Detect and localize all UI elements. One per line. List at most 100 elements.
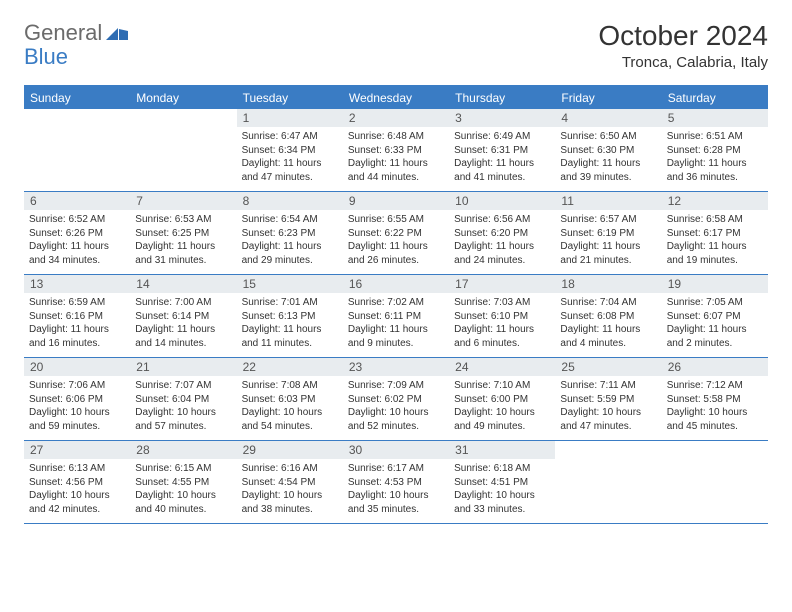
day-info: Sunrise: 6:52 AMSunset: 6:26 PMDaylight:… (24, 210, 130, 270)
day-info-line: and 44 minutes. (348, 171, 444, 185)
day-info: Sunrise: 7:06 AMSunset: 6:06 PMDaylight:… (24, 376, 130, 436)
day-info: Sunrise: 7:07 AMSunset: 6:04 PMDaylight:… (130, 376, 236, 436)
day-info-line: Daylight: 11 hours (29, 240, 125, 254)
day-info-line: Sunrise: 6:48 AM (348, 130, 444, 144)
day-info-line: and 16 minutes. (29, 337, 125, 351)
day-info: Sunrise: 6:16 AMSunset: 4:54 PMDaylight:… (237, 459, 343, 519)
day-info-line: Sunrise: 7:09 AM (348, 379, 444, 393)
day-info-line: Daylight: 10 hours (348, 489, 444, 503)
day-info-line: and 4 minutes. (560, 337, 656, 351)
day-info-line: Sunset: 4:54 PM (242, 476, 338, 490)
day-info-line: and 36 minutes. (667, 171, 763, 185)
day-info: Sunrise: 6:58 AMSunset: 6:17 PMDaylight:… (662, 210, 768, 270)
day-info-line: Daylight: 11 hours (667, 323, 763, 337)
week-row: 6Sunrise: 6:52 AMSunset: 6:26 PMDaylight… (24, 192, 768, 275)
day-info-line: and 35 minutes. (348, 503, 444, 517)
day-cell: 30Sunrise: 6:17 AMSunset: 4:53 PMDayligh… (343, 441, 449, 523)
day-info-line: Daylight: 11 hours (135, 240, 231, 254)
day-info-line: Sunrise: 6:49 AM (454, 130, 550, 144)
day-info: Sunrise: 6:57 AMSunset: 6:19 PMDaylight:… (555, 210, 661, 270)
day-info-line: Daylight: 10 hours (135, 489, 231, 503)
day-info: Sunrise: 7:05 AMSunset: 6:07 PMDaylight:… (662, 293, 768, 353)
day-number: 12 (662, 192, 768, 210)
day-info: Sunrise: 6:51 AMSunset: 6:28 PMDaylight:… (662, 127, 768, 187)
day-info-line: Sunrise: 6:17 AM (348, 462, 444, 476)
day-info-line: Sunrise: 6:57 AM (560, 213, 656, 227)
day-info-line: Sunrise: 6:18 AM (454, 462, 550, 476)
day-info-line: Daylight: 11 hours (242, 240, 338, 254)
day-info-line: Daylight: 11 hours (348, 157, 444, 171)
day-info: Sunrise: 7:08 AMSunset: 6:03 PMDaylight:… (237, 376, 343, 436)
day-number: 13 (24, 275, 130, 293)
day-number: 22 (237, 358, 343, 376)
day-info: Sunrise: 7:12 AMSunset: 5:58 PMDaylight:… (662, 376, 768, 436)
day-header: Monday (130, 87, 236, 109)
day-cell: 11Sunrise: 6:57 AMSunset: 6:19 PMDayligh… (555, 192, 661, 274)
day-info: Sunrise: 6:15 AMSunset: 4:55 PMDaylight:… (130, 459, 236, 519)
day-info-line: Daylight: 11 hours (667, 157, 763, 171)
day-info-line: Sunrise: 6:13 AM (29, 462, 125, 476)
day-number: 18 (555, 275, 661, 293)
day-info-line: Sunrise: 7:04 AM (560, 296, 656, 310)
day-number: 14 (130, 275, 236, 293)
day-info-line: Sunset: 6:20 PM (454, 227, 550, 241)
day-info-line: and 19 minutes. (667, 254, 763, 268)
day-info-line: Sunrise: 7:03 AM (454, 296, 550, 310)
day-info: Sunrise: 6:13 AMSunset: 4:56 PMDaylight:… (24, 459, 130, 519)
day-cell: 8Sunrise: 6:54 AMSunset: 6:23 PMDaylight… (237, 192, 343, 274)
week-row: 1Sunrise: 6:47 AMSunset: 6:34 PMDaylight… (24, 109, 768, 192)
day-info: Sunrise: 6:17 AMSunset: 4:53 PMDaylight:… (343, 459, 449, 519)
day-info: Sunrise: 6:50 AMSunset: 6:30 PMDaylight:… (555, 127, 661, 187)
day-info-line: Sunset: 4:55 PM (135, 476, 231, 490)
day-info-line: Sunrise: 7:10 AM (454, 379, 550, 393)
day-info: Sunrise: 6:55 AMSunset: 6:22 PMDaylight:… (343, 210, 449, 270)
day-number: 8 (237, 192, 343, 210)
day-cell: 26Sunrise: 7:12 AMSunset: 5:58 PMDayligh… (662, 358, 768, 440)
day-info-line: Daylight: 10 hours (29, 489, 125, 503)
day-info-line: Sunrise: 6:51 AM (667, 130, 763, 144)
day-info-line: Sunset: 6:03 PM (242, 393, 338, 407)
day-info-line: and 31 minutes. (135, 254, 231, 268)
day-info-line: Daylight: 10 hours (667, 406, 763, 420)
header: General October 2024 Tronca, Calabria, I… (24, 20, 768, 71)
calendar: SundayMondayTuesdayWednesdayThursdayFrid… (24, 85, 768, 524)
day-info: Sunrise: 7:10 AMSunset: 6:00 PMDaylight:… (449, 376, 555, 436)
day-info-line: Daylight: 11 hours (560, 240, 656, 254)
day-cell: 1Sunrise: 6:47 AMSunset: 6:34 PMDaylight… (237, 109, 343, 191)
flag-icon (106, 20, 128, 46)
day-info-line: Daylight: 11 hours (454, 323, 550, 337)
day-info-line: and 26 minutes. (348, 254, 444, 268)
day-number: 28 (130, 441, 236, 459)
day-info-line: Sunset: 6:00 PM (454, 393, 550, 407)
day-cell: 4Sunrise: 6:50 AMSunset: 6:30 PMDaylight… (555, 109, 661, 191)
day-info: Sunrise: 7:00 AMSunset: 6:14 PMDaylight:… (130, 293, 236, 353)
day-info-line: Sunrise: 6:50 AM (560, 130, 656, 144)
day-cell (130, 109, 236, 191)
day-info: Sunrise: 6:49 AMSunset: 6:31 PMDaylight:… (449, 127, 555, 187)
logo: General (24, 20, 130, 46)
week-row: 27Sunrise: 6:13 AMSunset: 4:56 PMDayligh… (24, 441, 768, 524)
day-info: Sunrise: 7:09 AMSunset: 6:02 PMDaylight:… (343, 376, 449, 436)
day-info-line: Daylight: 11 hours (135, 323, 231, 337)
day-header: Friday (555, 87, 661, 109)
day-cell: 20Sunrise: 7:06 AMSunset: 6:06 PMDayligh… (24, 358, 130, 440)
day-info-line: Sunset: 6:06 PM (29, 393, 125, 407)
day-info-line: Sunset: 6:23 PM (242, 227, 338, 241)
day-cell: 24Sunrise: 7:10 AMSunset: 6:00 PMDayligh… (449, 358, 555, 440)
day-info-line: Sunrise: 7:08 AM (242, 379, 338, 393)
day-info-line: Sunrise: 6:16 AM (242, 462, 338, 476)
day-info-line: Sunset: 5:58 PM (667, 393, 763, 407)
day-info-line: Daylight: 10 hours (348, 406, 444, 420)
day-info-line: and 39 minutes. (560, 171, 656, 185)
day-info-line: Sunrise: 7:07 AM (135, 379, 231, 393)
day-info-line: Sunrise: 7:02 AM (348, 296, 444, 310)
day-number: 26 (662, 358, 768, 376)
day-number: 7 (130, 192, 236, 210)
day-cell: 23Sunrise: 7:09 AMSunset: 6:02 PMDayligh… (343, 358, 449, 440)
day-info-line: Daylight: 10 hours (560, 406, 656, 420)
day-info-line: Sunset: 4:53 PM (348, 476, 444, 490)
day-cell (24, 109, 130, 191)
day-cell: 25Sunrise: 7:11 AMSunset: 5:59 PMDayligh… (555, 358, 661, 440)
day-info-line: Sunrise: 6:58 AM (667, 213, 763, 227)
day-info-line: Sunset: 6:19 PM (560, 227, 656, 241)
